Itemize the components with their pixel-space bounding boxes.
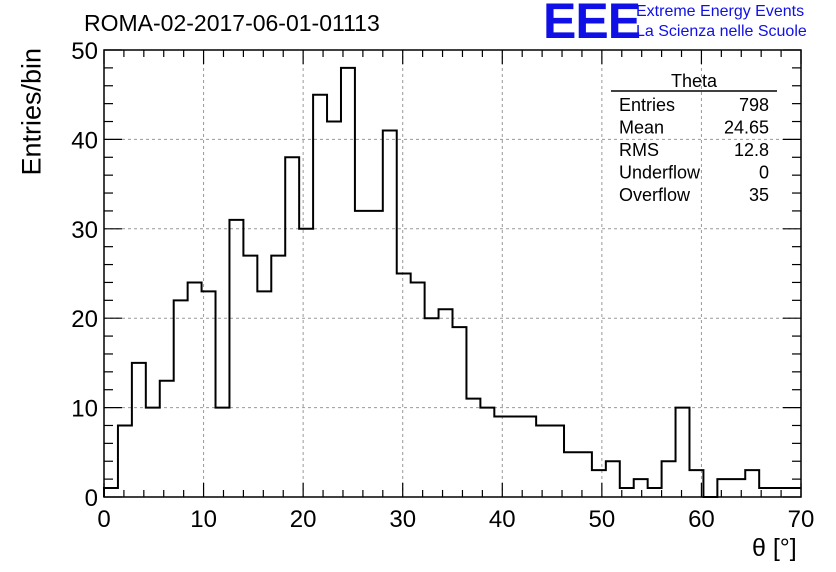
x-tick-label: 40 bbox=[489, 506, 516, 533]
x-tick-label: 10 bbox=[190, 506, 217, 533]
x-tick-label: 60 bbox=[688, 506, 715, 533]
x-tick-label: 20 bbox=[290, 506, 317, 533]
stats-title: Theta bbox=[671, 71, 718, 91]
stats-value: 798 bbox=[739, 95, 769, 115]
stats-label: RMS bbox=[619, 140, 659, 160]
y-tick-label: 30 bbox=[71, 217, 98, 244]
eee-logo: EEE bbox=[543, 0, 641, 49]
stats-label: Entries bbox=[619, 95, 675, 115]
y-axis-label: Entries/bin bbox=[16, 47, 47, 176]
y-tick-label: 40 bbox=[71, 127, 98, 154]
tick-labels: 0 10 20 30 40 50 60 70 0 10 20 30 40 50 bbox=[71, 38, 814, 533]
logo-subtitle-1: Extreme Energy Events bbox=[636, 3, 805, 20]
axis-ticks bbox=[103, 49, 802, 498]
x-tick-label: 70 bbox=[788, 506, 815, 533]
stats-value: 0 bbox=[759, 163, 769, 183]
x-tick-label: 50 bbox=[589, 506, 616, 533]
stats-value: 24.65 bbox=[724, 118, 769, 138]
y-tick-label: 20 bbox=[71, 306, 98, 333]
plot-frame bbox=[103, 49, 802, 498]
stats-label: Underflow bbox=[619, 163, 701, 183]
stats-box: Theta Entries 798 Mean 24.65 RMS 12.8 Underflow… bbox=[611, 71, 777, 205]
logo-subtitle-2: La Scienza nelle Scuole bbox=[636, 23, 807, 40]
y-tick-label: 50 bbox=[71, 38, 98, 65]
histogram-series bbox=[103, 66, 801, 498]
stats-value: 12.8 bbox=[734, 140, 769, 160]
x-axis-label: θ [°] bbox=[752, 534, 797, 562]
grid-lines bbox=[104, 50, 801, 497]
x-tick-label: 0 bbox=[97, 506, 110, 533]
stats-label: Mean bbox=[619, 118, 664, 138]
stats-label: Overflow bbox=[619, 185, 691, 205]
page-title: ROMA-02-2017-06-01-01113 bbox=[84, 10, 380, 36]
y-tick-label: 0 bbox=[85, 485, 98, 512]
y-tick-label: 10 bbox=[71, 396, 98, 423]
stats-value: 35 bbox=[749, 185, 769, 205]
x-tick-label: 30 bbox=[389, 506, 416, 533]
